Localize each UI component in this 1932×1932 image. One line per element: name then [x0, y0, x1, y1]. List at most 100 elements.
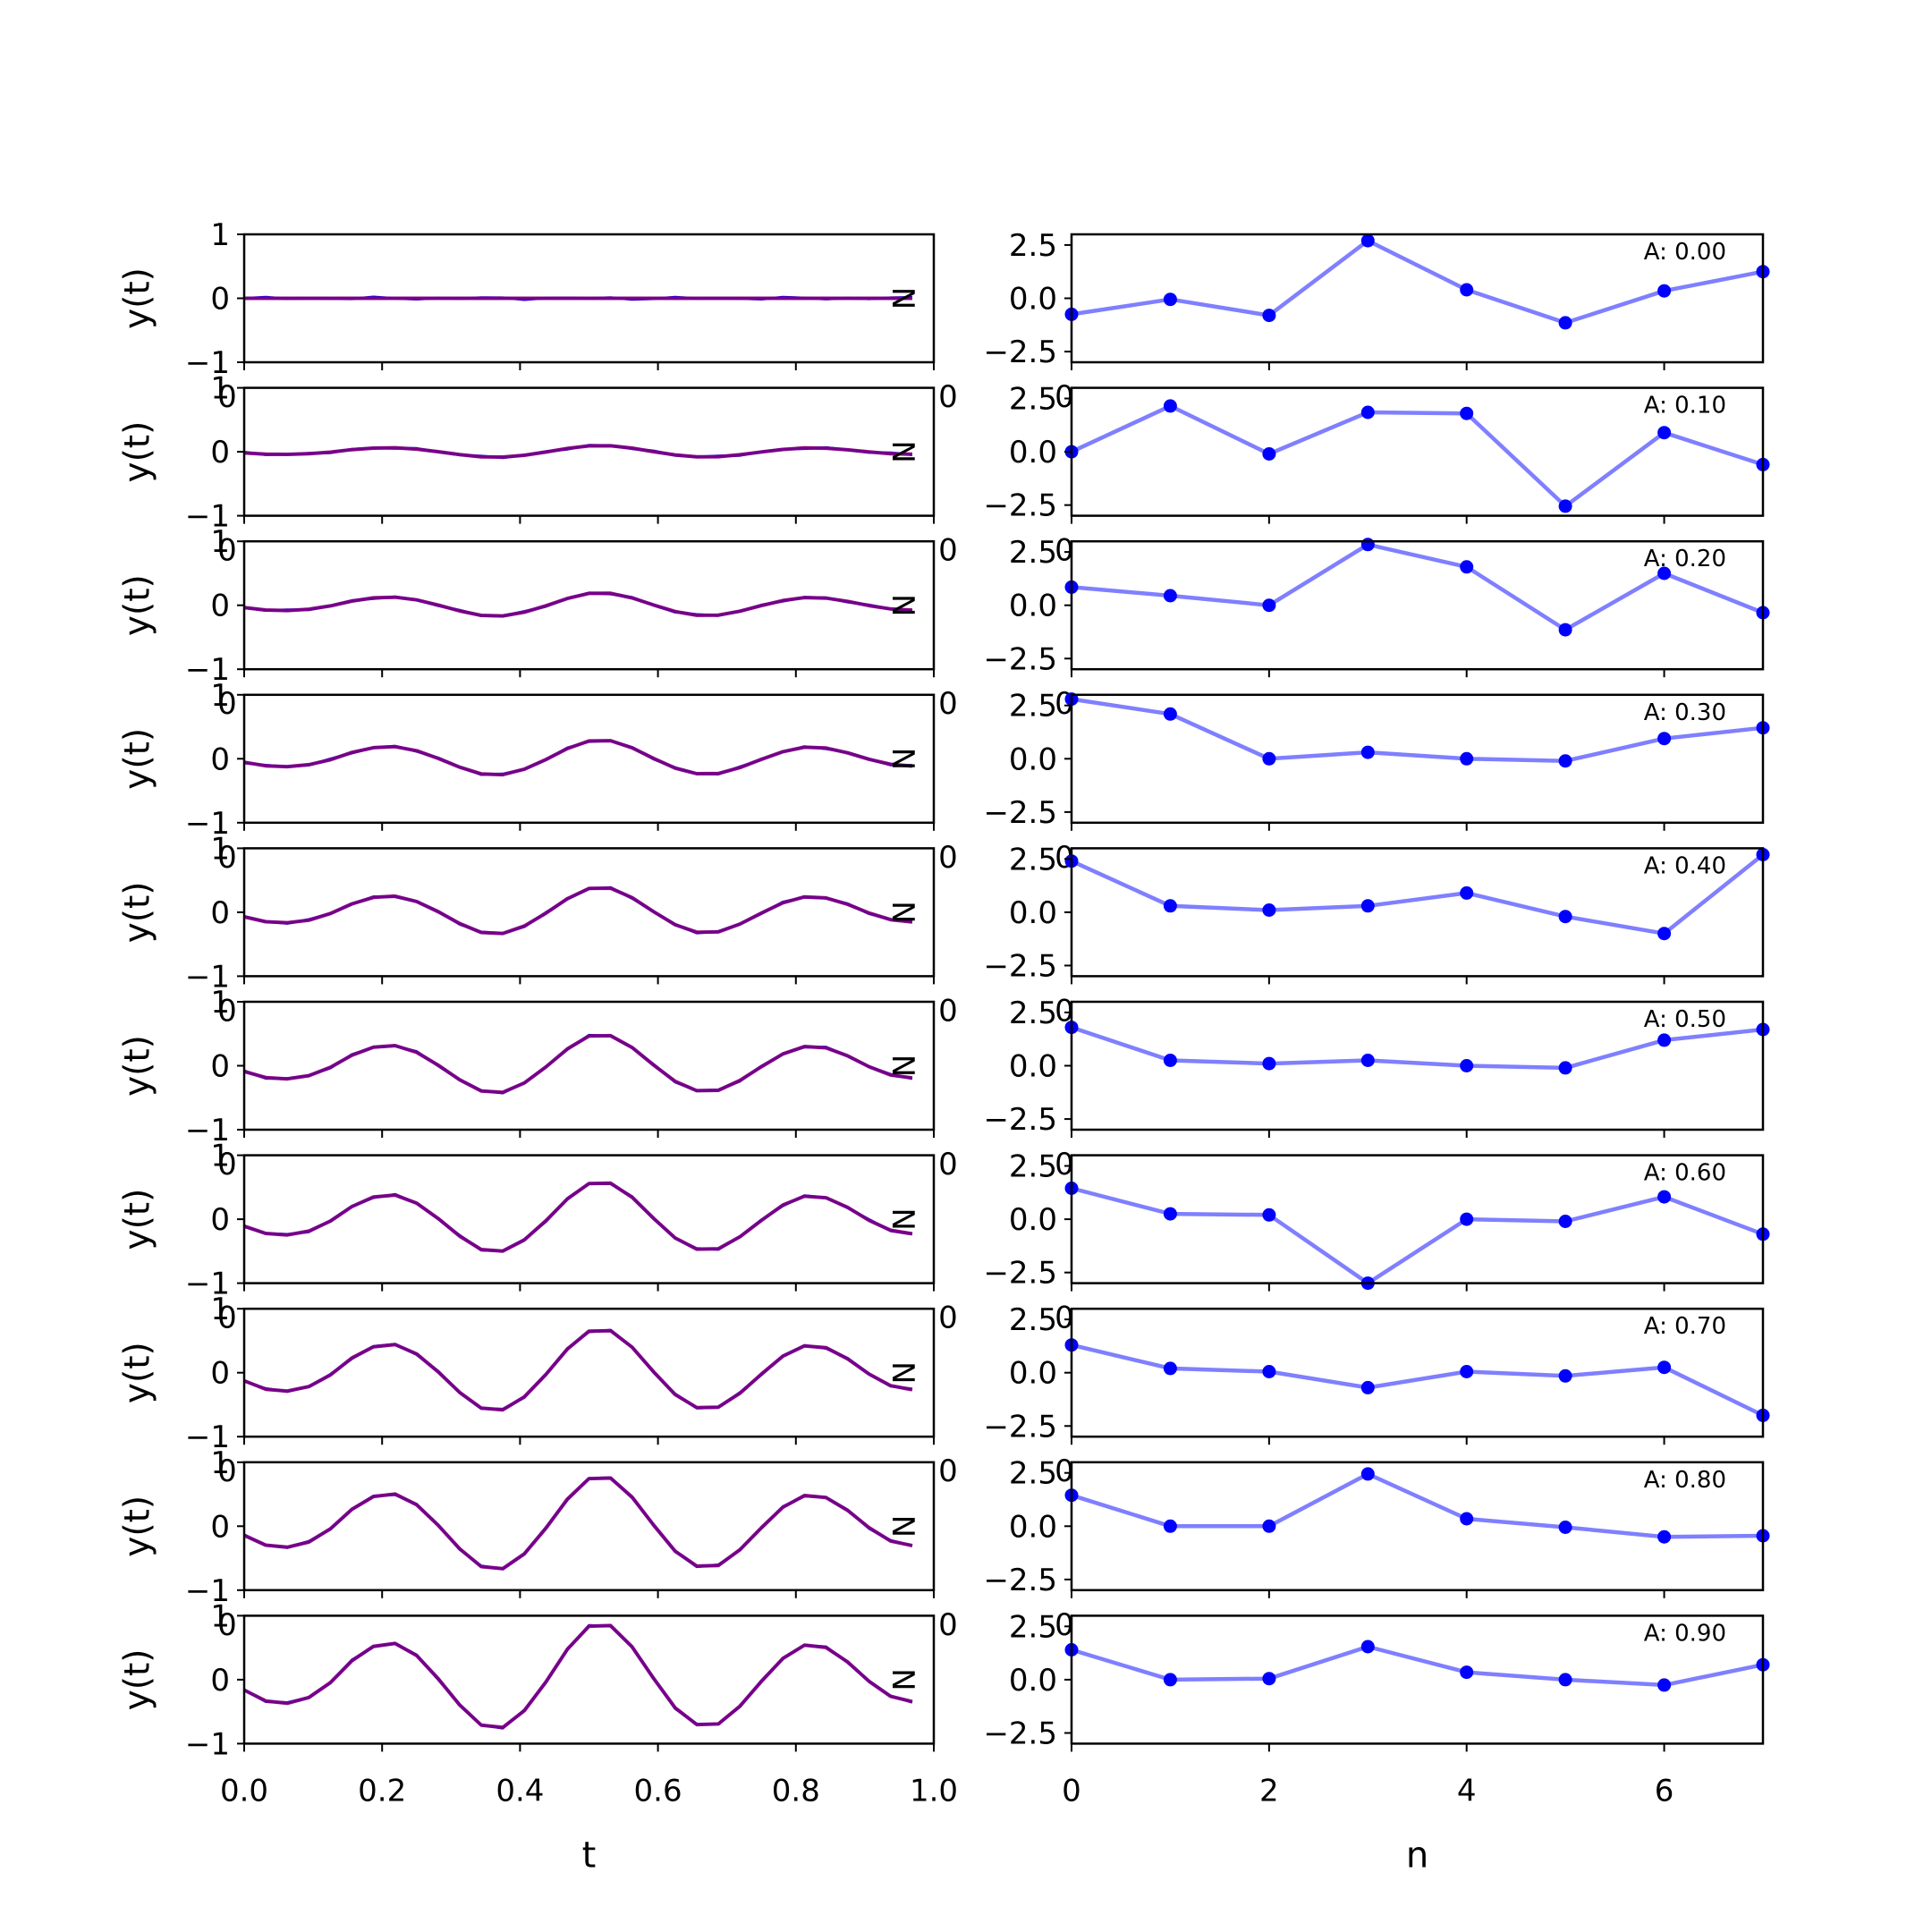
signal-line	[243, 1623, 913, 1730]
y-tick-label: −1	[185, 499, 230, 535]
signal-line	[243, 739, 913, 777]
signal-line	[243, 591, 913, 618]
y-tick-label: 1	[210, 1139, 230, 1174]
y-tick-label: −2.5	[983, 641, 1057, 677]
amplitude-annotation: A: 0.70	[1644, 1313, 1726, 1340]
clipped-tick-label: 0	[1055, 379, 1074, 415]
amplitude-annotation: A: 0.20	[1644, 546, 1726, 572]
y-tick-label: −2.5	[983, 1102, 1057, 1138]
y-tick-label: 0.0	[1009, 1509, 1057, 1545]
sample-point	[1163, 899, 1177, 913]
signal-line	[243, 444, 912, 459]
y-tick-label: 0	[210, 741, 230, 777]
y-tick-label: −1	[185, 345, 230, 381]
y-tick-label: 1	[210, 831, 230, 867]
sample-point	[1360, 1054, 1375, 1067]
corner-label: N	[885, 901, 920, 923]
y-tick-label: −2.5	[983, 488, 1057, 524]
clipped-tick-label: 0	[217, 1607, 237, 1643]
clipped-tick-label: 0	[217, 1301, 237, 1336]
sample-point	[1558, 316, 1572, 330]
y-tick-label: −1	[185, 1113, 230, 1148]
amplitude-annotation: A: 0.80	[1644, 1467, 1726, 1494]
sample-point	[1558, 910, 1572, 924]
y-axis-label: y(t)	[118, 1342, 158, 1403]
sample-point	[1360, 745, 1375, 759]
y-tick-label: −2.5	[983, 1409, 1057, 1445]
corner-label: N	[885, 1361, 920, 1384]
x-tick-label: 2	[1259, 1773, 1279, 1809]
signal-line	[243, 1033, 913, 1095]
true-signal-line	[243, 1623, 913, 1729]
y-tick-label: 0	[210, 1509, 230, 1545]
sample-line	[1071, 1471, 1764, 1539]
sample-point	[1460, 283, 1474, 297]
sample-point	[1262, 309, 1276, 323]
clipped-tick-label: 0	[938, 993, 958, 1029]
plot-frame	[242, 847, 936, 978]
sample-line	[1071, 852, 1765, 936]
amplitude-annotation: A: 0.40	[1644, 852, 1726, 879]
estimated-signal-line	[243, 1182, 913, 1253]
sample-point	[1360, 1467, 1375, 1481]
sample-point	[1657, 1190, 1672, 1204]
sample-point	[1360, 538, 1375, 552]
sample-point	[1460, 751, 1474, 766]
corner-label: N	[885, 594, 920, 616]
sample-point	[1163, 1673, 1177, 1687]
y-tick-label: 2.5	[1009, 228, 1057, 264]
amplitude-annotation: A: 0.50	[1644, 1006, 1726, 1033]
corner-label: N	[885, 1208, 920, 1230]
clipped-tick-label: 0	[1055, 1147, 1074, 1182]
clipped-tick-label: 0	[217, 1453, 237, 1489]
sample-point	[1460, 1212, 1474, 1226]
y-axis-label: y(t)	[118, 421, 158, 483]
sample-point	[1163, 399, 1177, 413]
y-tick-label: 2.5	[1009, 535, 1057, 571]
y-tick-label: 0.0	[1009, 1049, 1057, 1085]
y-tick-label: 1	[210, 1292, 230, 1327]
sample-point	[1163, 1054, 1177, 1067]
sample-line	[1071, 1186, 1764, 1285]
sample-point	[1163, 292, 1177, 307]
y-tick-label: 0.0	[1009, 895, 1057, 931]
sample-point	[1558, 1521, 1572, 1534]
sample-point	[1657, 1530, 1672, 1544]
estimated-signal-line	[243, 1623, 913, 1730]
clipped-tick-label: 0	[938, 379, 958, 415]
y-tick-label: −2.5	[983, 795, 1057, 831]
corner-label: N	[885, 1055, 920, 1077]
y-tick-label: −1	[185, 806, 230, 842]
clipped-tick-label: 0	[938, 686, 958, 722]
clipped-tick-label: 0	[938, 1607, 958, 1643]
y-tick-label: 0	[210, 435, 230, 470]
plot-frame	[242, 1000, 936, 1131]
sample-point	[1163, 1519, 1177, 1533]
y-tick-label: 1	[210, 371, 230, 407]
sample-point	[1657, 426, 1672, 440]
y-tick-label: 0.0	[1009, 1663, 1057, 1699]
sample-point	[1460, 1512, 1474, 1526]
y-tick-label: 0.0	[1009, 1356, 1057, 1392]
y-tick-label: 2.5	[1009, 1149, 1057, 1185]
sample-line	[1071, 1025, 1764, 1071]
x-tick-label: 0.2	[358, 1773, 406, 1809]
signal-line	[243, 1181, 913, 1253]
y-tick-label: −1	[185, 959, 230, 995]
sample-point	[1657, 1033, 1672, 1047]
y-tick-label: 0.0	[1009, 282, 1057, 318]
y-tick-label: 1	[210, 985, 230, 1021]
sample-point	[1262, 447, 1276, 461]
sample-point	[1262, 751, 1276, 766]
y-tick-label: 0	[210, 1663, 230, 1699]
y-tick-label: 2.5	[1009, 382, 1057, 418]
y-tick-label: 2.5	[1009, 1609, 1057, 1645]
clipped-tick-label: 0	[217, 1147, 237, 1182]
amplitude-annotation: A: 0.60	[1644, 1160, 1726, 1187]
plot-frame	[242, 1461, 936, 1592]
x-axis-label: n	[1406, 1835, 1428, 1876]
y-tick-label: −1	[185, 1573, 230, 1609]
x-tick-label: 0.8	[772, 1773, 820, 1809]
plot-frame	[242, 539, 936, 671]
y-tick-label: 2.5	[1009, 1302, 1057, 1338]
